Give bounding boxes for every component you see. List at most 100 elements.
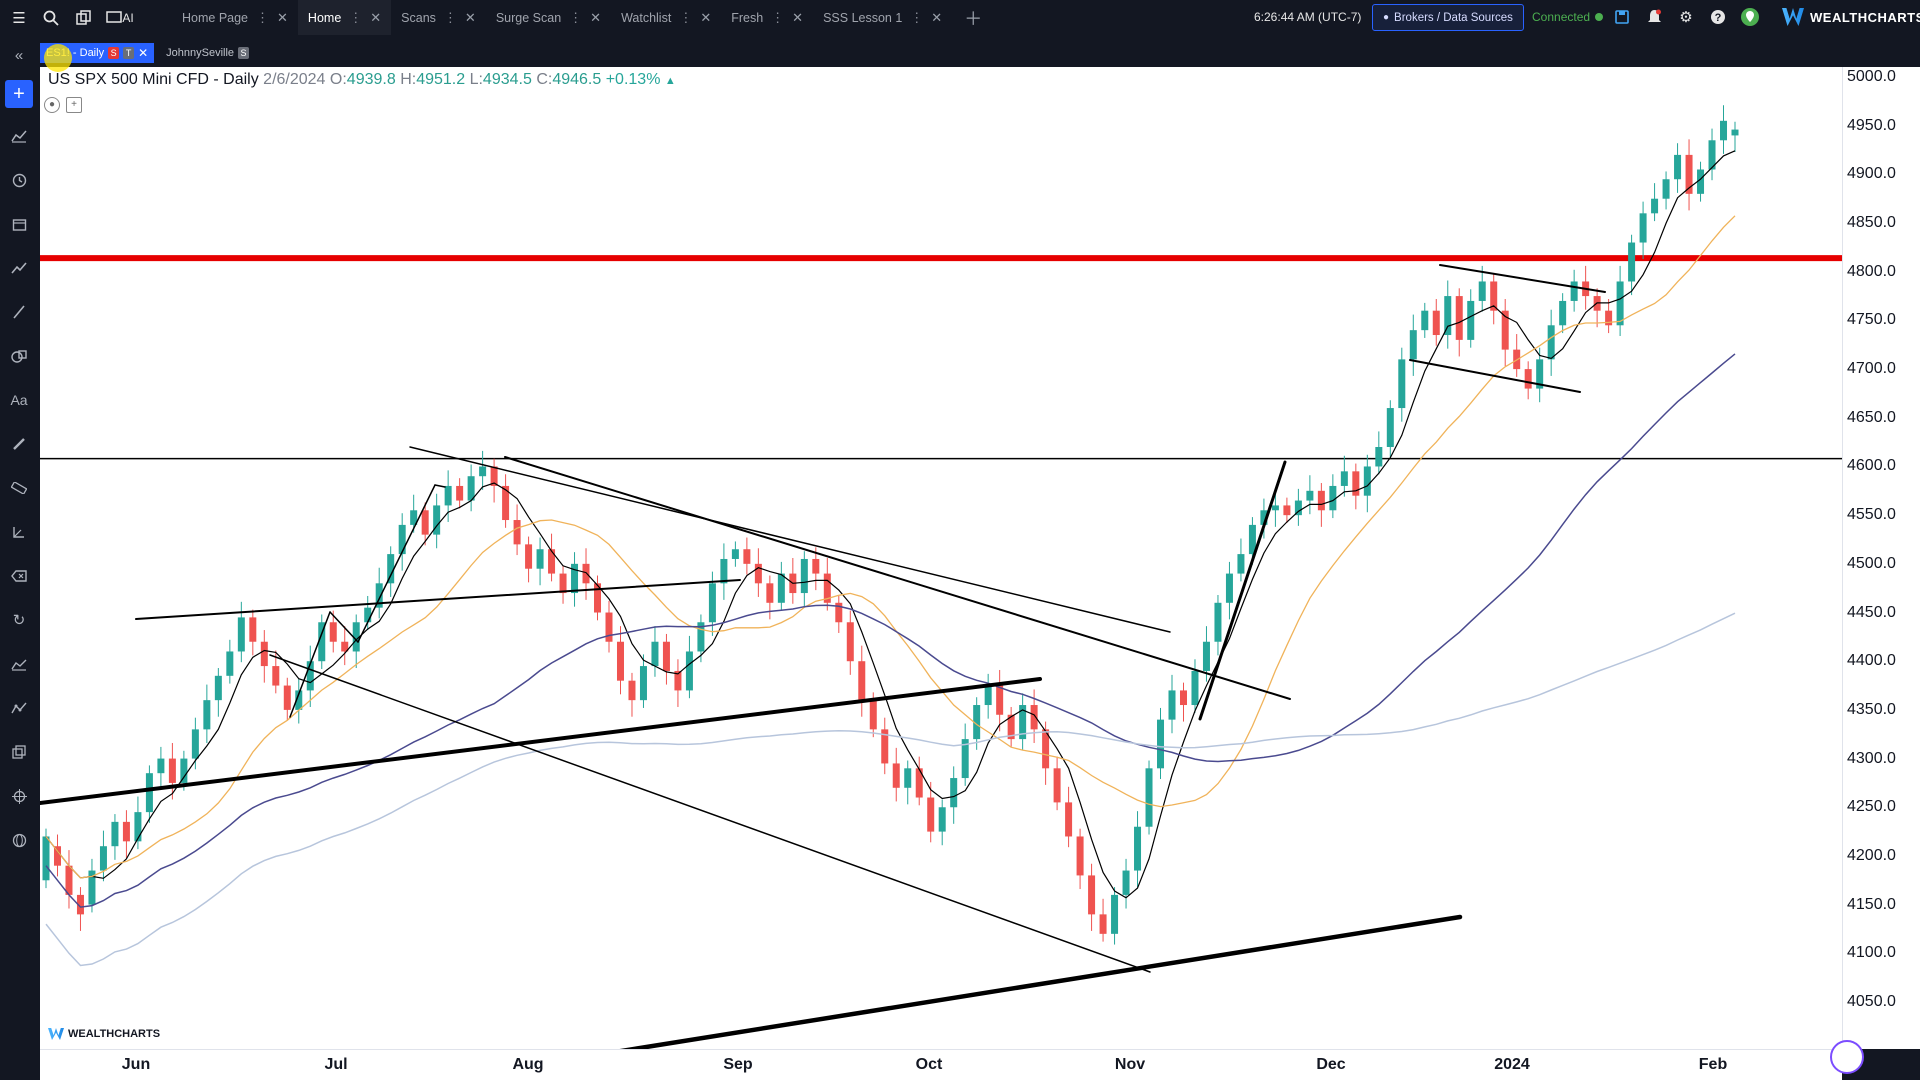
tab-menu-icon[interactable]: ⋮ xyxy=(256,9,270,25)
candle-body xyxy=(122,821,130,842)
bell-icon[interactable] xyxy=(1644,6,1664,28)
add-tab-button[interactable]: ＋ xyxy=(964,8,983,29)
shapes-icon[interactable] xyxy=(0,334,38,378)
time-tick-label: Oct xyxy=(915,1056,943,1073)
assistant-button[interactable] xyxy=(1830,1040,1864,1074)
location-icon[interactable] xyxy=(1740,6,1760,28)
close-icon[interactable]: ✕ xyxy=(277,9,288,25)
ruler-icon[interactable] xyxy=(0,466,38,510)
tab-home-page[interactable]: Home Page ⋮ ✕ xyxy=(172,0,298,35)
candle-body xyxy=(594,583,602,613)
candle-body xyxy=(1237,554,1245,574)
ai-icon[interactable]: AI xyxy=(102,5,138,31)
menu-icon[interactable]: ☰ xyxy=(12,9,26,27)
close-icon[interactable]: ✕ xyxy=(370,9,382,25)
tab-menu-icon[interactable]: ⋮ xyxy=(910,9,924,25)
chart-tabs: ES1! - Daily S T ✕ JohnnySeville S xyxy=(40,42,255,64)
candle-body xyxy=(1019,705,1027,740)
close-icon[interactable]: ✕ xyxy=(792,9,804,25)
candle-body xyxy=(398,524,406,555)
chart-tab-johnny[interactable]: JohnnySeville S xyxy=(160,43,255,63)
clock-icon[interactable] xyxy=(0,158,38,202)
measure-icon[interactable] xyxy=(0,510,38,554)
pattern-icon[interactable] xyxy=(0,686,38,730)
candle-body xyxy=(295,690,303,710)
candle-body xyxy=(145,773,153,813)
brokers-button[interactable]: ● Brokers / Data Sources xyxy=(1372,4,1524,31)
globe-icon[interactable] xyxy=(0,818,38,862)
settings-icon[interactable]: ● xyxy=(44,97,60,113)
tab-menu-icon[interactable]: ⋮ xyxy=(679,9,693,25)
s-badge[interactable]: S xyxy=(108,47,120,59)
tab-strip: Home Page ⋮ ✕ Home ⋮ ✕ Scans ⋮ ✕ Surge Scan ⋮ ✕ … xyxy=(172,0,982,35)
gear-icon[interactable]: ⚙ xyxy=(1679,9,1693,26)
area-chart-icon[interactable] xyxy=(0,642,38,686)
candle-body xyxy=(1134,826,1142,871)
tab-home[interactable]: Home ⋮ ✕ xyxy=(297,0,392,35)
collapse-icon[interactable]: « xyxy=(14,46,24,64)
candle-body xyxy=(237,617,245,652)
trend-icon[interactable] xyxy=(0,246,38,290)
close-icon[interactable]: ✕ xyxy=(464,9,476,25)
time-tick-label: Jun xyxy=(121,1056,151,1073)
crosshair-icon[interactable] xyxy=(0,774,38,818)
close-icon[interactable]: ✕ xyxy=(931,9,943,25)
candle-body xyxy=(754,563,762,584)
candle-body xyxy=(777,573,785,603)
chart-canvas[interactable] xyxy=(40,67,1842,1049)
layouts-icon[interactable] xyxy=(70,5,96,31)
price-chart[interactable]: US SPX 500 Mini CFD - Daily 2/6/2024 O:4… xyxy=(40,67,1842,1049)
s-badge[interactable]: S xyxy=(238,47,250,59)
price-axis[interactable]: 4050.0 4100.0 4150.0 4200.0 4250.0 4300.0 4350… xyxy=(1842,67,1920,1049)
legend-open-label: O: xyxy=(329,71,347,88)
line-tool-icon[interactable] xyxy=(0,290,38,334)
tab-label: Home Page xyxy=(182,10,249,25)
copy-icon[interactable] xyxy=(0,730,38,774)
tab-menu-icon[interactable]: ⋮ xyxy=(443,9,457,25)
calendar-icon[interactable] xyxy=(0,202,38,246)
candle-body xyxy=(1616,281,1624,326)
candle-body xyxy=(1317,490,1325,511)
connected-label: Connected xyxy=(1532,10,1591,24)
legend-close-label: C: xyxy=(536,71,553,88)
trendline xyxy=(1409,359,1581,393)
pencil-icon[interactable] xyxy=(0,422,38,466)
close-icon[interactable]: ✕ xyxy=(590,9,602,25)
tab-sss-lesson-1[interactable]: SSS Lesson 1 ⋮ ✕ xyxy=(813,0,952,35)
candle-body xyxy=(1570,281,1578,301)
tab-menu-icon[interactable]: ⋮ xyxy=(569,9,583,25)
tab-label: Home xyxy=(307,10,342,25)
t-badge[interactable]: T xyxy=(123,47,135,59)
expand-icon[interactable]: + xyxy=(66,97,82,113)
refresh-icon[interactable]: ↻ xyxy=(12,612,26,629)
tab-watchlist[interactable]: Watchlist ⋮ ✕ xyxy=(611,0,721,35)
tab-scans[interactable]: Scans ⋮ ✕ xyxy=(391,0,486,35)
candle-body xyxy=(1651,198,1659,214)
tab-fresh[interactable]: Fresh ⋮ ✕ xyxy=(721,0,813,35)
close-icon[interactable]: ✕ xyxy=(700,9,712,25)
price-tick-label: 4600.0 xyxy=(1847,457,1896,475)
text-tool-icon[interactable]: Aa xyxy=(10,392,28,408)
candle-body xyxy=(984,685,992,706)
candle-body xyxy=(904,768,912,788)
add-drawing-button[interactable]: + xyxy=(5,80,33,108)
candle-body xyxy=(306,661,314,691)
candle-body xyxy=(283,685,291,710)
candle-body xyxy=(1674,154,1682,180)
candle-body xyxy=(1306,490,1314,501)
candle-body xyxy=(433,505,441,535)
tab-menu-icon[interactable]: ⋮ xyxy=(771,9,785,25)
close-icon[interactable]: ✕ xyxy=(138,46,149,60)
eraser-icon[interactable] xyxy=(0,554,38,598)
candle-body xyxy=(341,641,349,652)
trendline xyxy=(135,579,741,620)
tab-menu-icon[interactable]: ⋮ xyxy=(349,9,363,25)
price-tick-label: 5000.0 xyxy=(1847,68,1896,85)
time-axis[interactable]: Jun Jul Aug Sep Oct Nov Dec 2024 Feb xyxy=(40,1049,1842,1080)
tab-surge-scan[interactable]: Surge Scan ⋮ ✕ xyxy=(486,0,611,35)
indicator-icon[interactable] xyxy=(0,114,38,158)
search-icon[interactable] xyxy=(38,5,64,31)
ai-label: AI xyxy=(122,10,134,25)
help-icon[interactable]: ? xyxy=(1708,6,1728,28)
save-icon[interactable] xyxy=(1612,6,1632,28)
